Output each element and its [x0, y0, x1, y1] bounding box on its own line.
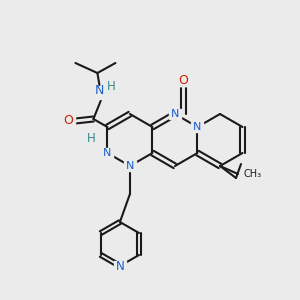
Bar — [90, 89, 112, 99]
Text: N: N — [126, 161, 134, 171]
Bar — [114, 261, 126, 271]
Text: N: N — [171, 109, 179, 119]
Text: O: O — [178, 74, 188, 88]
Bar — [176, 76, 190, 86]
Text: N: N — [103, 148, 112, 158]
Bar — [101, 148, 113, 158]
Text: CH₃: CH₃ — [244, 169, 262, 179]
Bar — [76, 138, 88, 148]
Text: O: O — [64, 115, 74, 128]
Text: N: N — [116, 260, 124, 274]
Text: N: N — [95, 85, 104, 98]
Bar — [124, 161, 136, 171]
Text: H: H — [107, 80, 116, 94]
Text: N: N — [193, 122, 202, 132]
Bar — [191, 122, 203, 132]
Bar — [61, 116, 75, 126]
Bar — [169, 109, 181, 119]
Text: H: H — [87, 133, 96, 146]
